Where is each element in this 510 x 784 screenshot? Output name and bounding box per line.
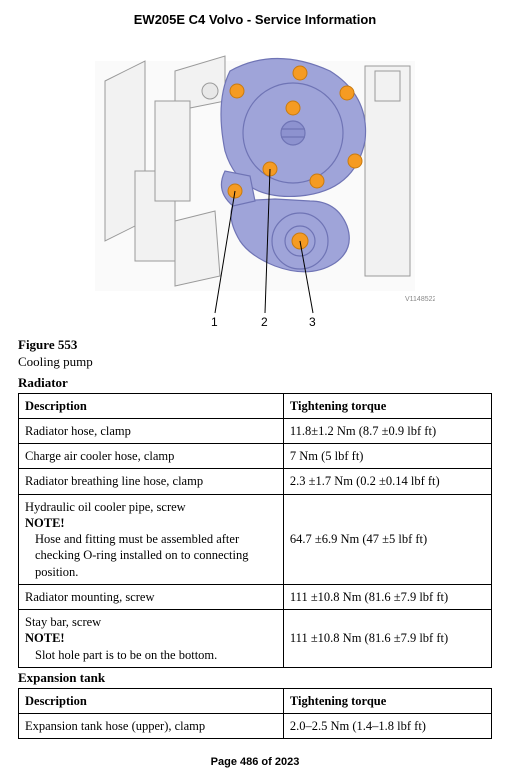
expansion-heading: Expansion tank — [18, 670, 492, 689]
col-torque: Tightening torque — [283, 393, 491, 418]
cooling-pump-diagram: 1 2 3 V1148522 — [75, 41, 435, 331]
table-row: Radiator hose, clamp 11.8±1.2 Nm (8.7 ±0… — [19, 418, 492, 443]
col-description: Description — [19, 688, 284, 713]
figure-label: Figure 553 — [18, 337, 492, 354]
figure-container: 1 2 3 V1148522 — [18, 41, 492, 331]
col-torque: Tightening torque — [283, 688, 491, 713]
callout-2: 2 — [261, 315, 268, 329]
table-row: Radiator breathing line hose, clamp 2.3 … — [19, 469, 492, 494]
figure-caption: Cooling pump — [18, 354, 492, 371]
page-footer: Page 486 of 2023 — [18, 755, 492, 769]
radiator-heading: Radiator — [18, 375, 492, 394]
table-row: Hydraulic oil cooler pipe, screw NOTE! H… — [19, 494, 492, 584]
table-row: Radiator mounting, screw 111 ±10.8 Nm (8… — [19, 584, 492, 609]
table-row: Expansion tank hose (upper), clamp 2.0–2… — [19, 713, 492, 738]
col-description: Description — [19, 393, 284, 418]
table-row: Charge air cooler hose, clamp 7 Nm (5 lb… — [19, 444, 492, 469]
diagram-id: V1148522 — [405, 296, 435, 303]
page-header: EW205E C4 Volvo - Service Information — [18, 12, 492, 29]
table-row: Stay bar, screw NOTE! Slot hole part is … — [19, 610, 492, 668]
expansion-table: Description Tightening torque Expansion … — [18, 688, 492, 740]
radiator-table: Description Tightening torque Radiator h… — [18, 393, 492, 668]
callout-1: 1 — [211, 315, 218, 329]
callout-3: 3 — [309, 315, 316, 329]
